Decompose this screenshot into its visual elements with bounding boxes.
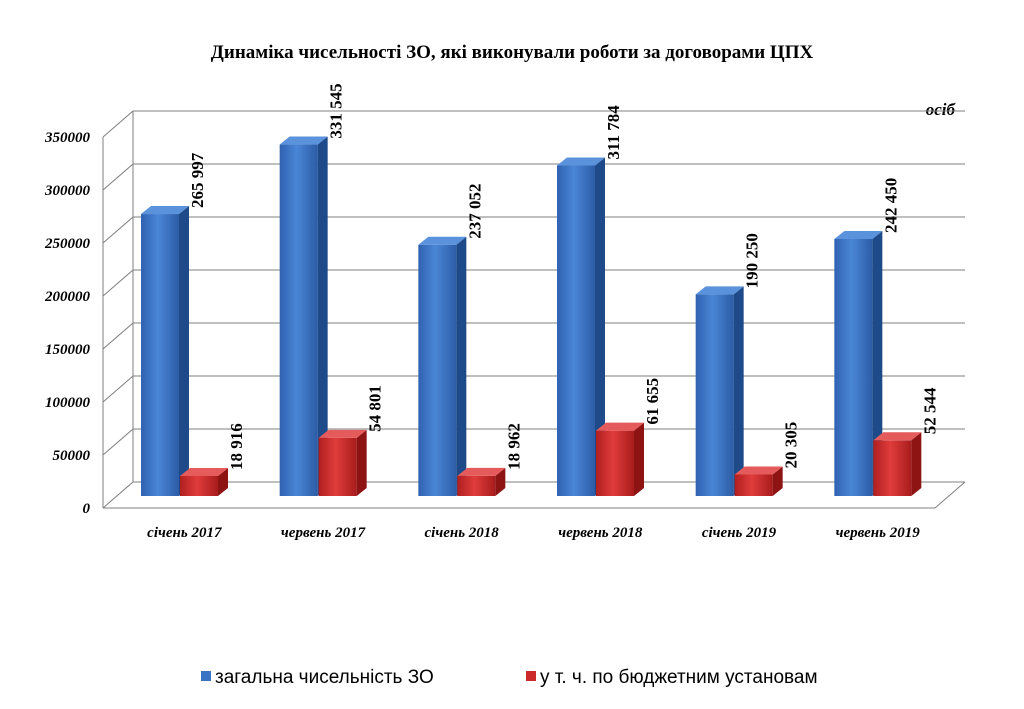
y-tick-label: 100000 <box>45 395 91 411</box>
bar-top-total <box>557 157 605 166</box>
bar-top-budget <box>180 467 228 476</box>
y-tick-label: 50000 <box>53 448 91 464</box>
legend: загальна чисельність ЗО у т. ч. по бюдже… <box>201 667 818 688</box>
gridline-side <box>102 481 134 509</box>
x-tick-label: червень 2018 <box>558 525 643 541</box>
bar-side-budget <box>356 429 367 496</box>
legend-swatch-total <box>201 671 211 681</box>
legend-label-total: загальна чисельність ЗО <box>215 667 434 688</box>
data-label-total: 331 545 <box>327 83 346 138</box>
data-label-budget: 20 305 <box>782 422 801 469</box>
data-label-total: 311 784 <box>604 105 623 160</box>
x-tick-label: січень 2017 <box>147 525 222 541</box>
legend-label-budget: у т. ч. по бюджетним установам <box>540 667 818 688</box>
x-tick-label: червень 2017 <box>281 525 366 541</box>
bar-total <box>279 144 318 496</box>
y-tick-label: 150000 <box>45 342 91 358</box>
bar-top-budget <box>734 466 783 475</box>
y-axis-ticks: 0 50000 100000 150000 200000 250000 300000 3500… <box>44 130 91 517</box>
bar-side-total <box>179 206 189 496</box>
bar-top-budget <box>457 467 506 476</box>
bar-side-total <box>872 231 883 497</box>
grid <box>102 110 966 509</box>
bar-budget <box>318 437 357 496</box>
y-tick-label: 200000 <box>44 289 91 305</box>
data-label-budget: 18 916 <box>227 423 246 470</box>
gridline-side <box>102 110 134 138</box>
bar-total <box>418 244 457 496</box>
bar-side-total <box>456 236 467 496</box>
bar-side-budget <box>495 467 506 496</box>
legend-swatch-budget <box>526 671 536 681</box>
bar-budget <box>873 440 912 496</box>
bar-total <box>141 214 179 496</box>
bar-top-total <box>279 136 328 145</box>
data-label-budget: 61 655 <box>643 378 662 425</box>
bar-budget <box>180 475 218 496</box>
bar-side-budget <box>218 467 228 496</box>
gridline-side <box>102 269 134 297</box>
y-tick-label: 350000 <box>44 130 91 146</box>
data-label-total: 190 250 <box>743 233 762 288</box>
x-tick-label: січень 2019 <box>702 525 777 541</box>
floor <box>103 481 966 509</box>
gridline-side <box>102 375 134 403</box>
bar-top-total <box>141 206 189 215</box>
gridline-side <box>102 428 134 456</box>
bar-budget <box>596 430 634 496</box>
x-axis-ticks: січень 2017 червень 2017 січень 2018 червен… <box>147 525 920 541</box>
data-label-budget: 54 801 <box>366 385 385 432</box>
x-tick-label: січень 2018 <box>425 525 500 541</box>
unit-label: осіб <box>926 100 957 119</box>
y-tick-label: 250000 <box>44 236 91 252</box>
bar-top-budget <box>596 422 644 431</box>
gridline-side <box>102 322 134 350</box>
bar-top-total <box>834 231 883 240</box>
gridline-side <box>102 163 134 191</box>
bar-side-total <box>595 157 605 496</box>
y-tick-label: 0 <box>83 501 91 517</box>
y-tick-label: 300000 <box>44 183 91 199</box>
bar-top-total <box>418 236 467 245</box>
data-label-budget: 52 544 <box>920 387 939 434</box>
bar-total <box>834 239 873 497</box>
bar-top-total <box>695 286 744 295</box>
chart-title: Динаміка чисельності ЗО, які виконували … <box>211 42 814 63</box>
data-label-total: 242 450 <box>881 178 900 233</box>
x-tick-label: червень 2019 <box>836 525 921 541</box>
bar-top-budget <box>318 429 367 438</box>
gridline-side <box>102 216 134 244</box>
bar-total <box>557 165 595 496</box>
data-label-total: 237 052 <box>465 183 484 238</box>
data-label-total: 265 997 <box>188 152 207 208</box>
bar-side-total <box>317 136 328 496</box>
bar-side-budget <box>911 432 922 496</box>
bar-side-total <box>733 286 744 496</box>
bar-budget <box>457 475 496 496</box>
bar-budget <box>734 474 773 496</box>
bar-side-budget <box>772 466 783 496</box>
data-label-budget: 18 962 <box>504 423 523 470</box>
bar-total <box>695 294 734 496</box>
bars <box>141 136 922 497</box>
bar-top-budget <box>873 432 922 441</box>
data-labels: 265 997 18 916 331 545 54 801 237 052 18 962 3… <box>188 83 939 470</box>
bar-side-budget <box>634 422 644 496</box>
